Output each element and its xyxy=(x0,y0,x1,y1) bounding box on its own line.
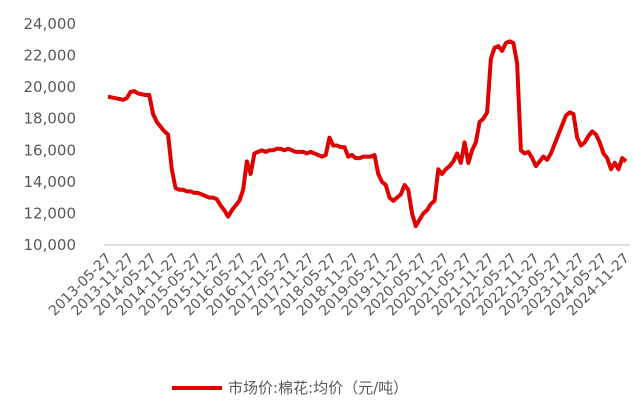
y-tick-label: 18,000 xyxy=(24,110,77,128)
data-line xyxy=(107,39,628,229)
y-tick-label: 24,000 xyxy=(24,15,77,33)
legend-label: 市场价:棉花:均价（元/吨） xyxy=(228,379,408,397)
y-tick-label: 12,000 xyxy=(24,204,77,222)
y-tick-label: 22,000 xyxy=(24,47,77,65)
y-tick-label: 20,000 xyxy=(24,78,77,96)
y-tick-label: 10,000 xyxy=(24,236,77,254)
y-tick-label: 16,000 xyxy=(24,141,77,159)
y-tick-label: 14,000 xyxy=(24,173,77,191)
